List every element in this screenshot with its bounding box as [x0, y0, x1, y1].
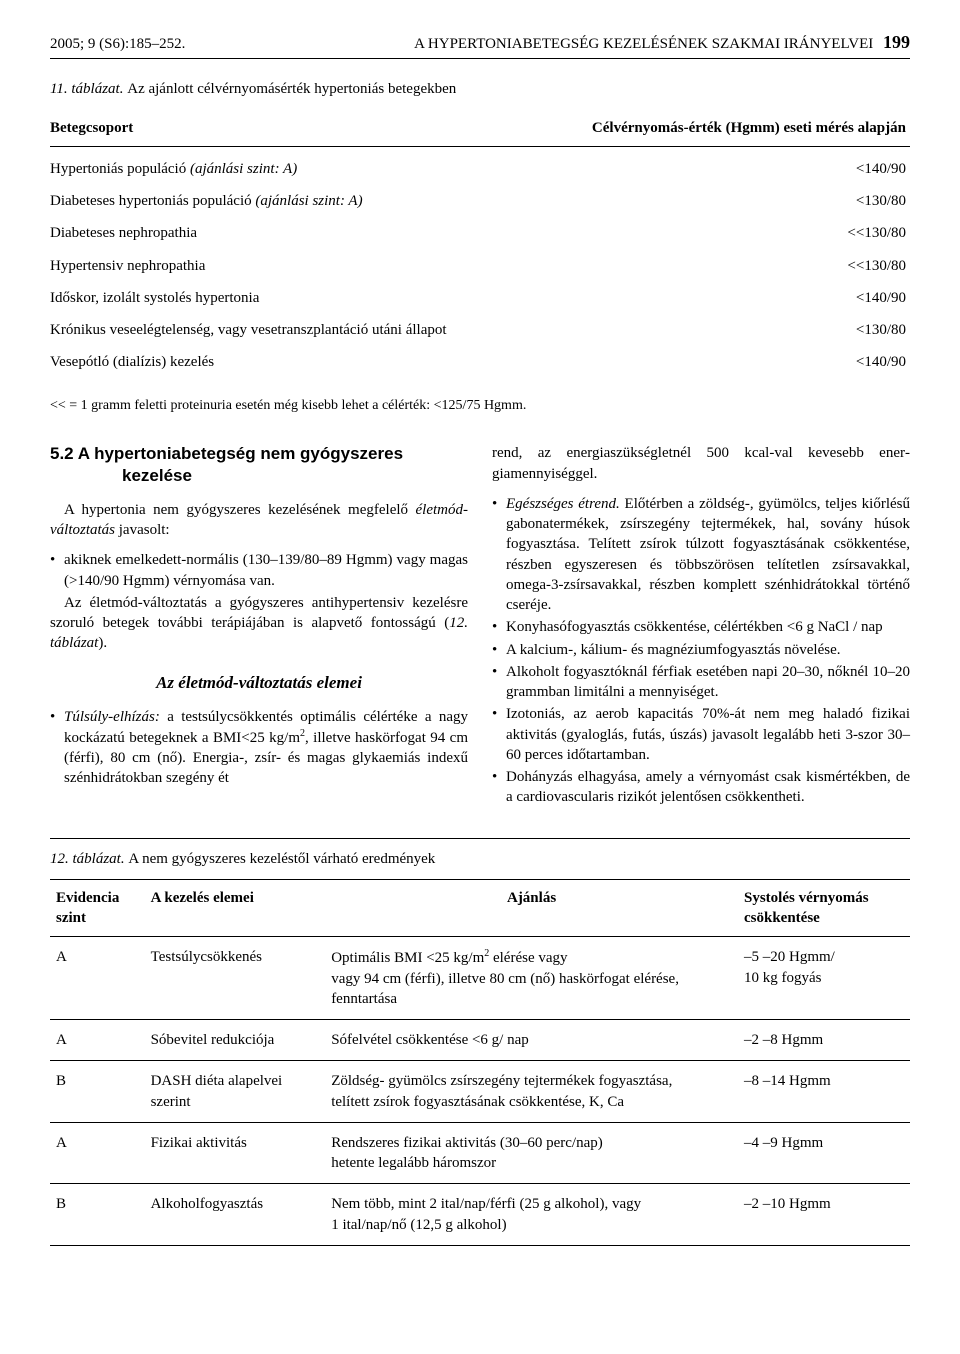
table2-caption: 12. táblázat. A nem gyógyszeres kezelést…: [50, 838, 910, 869]
paragraph: Az életmód-változtatás a gyógyszeres ant…: [50, 593, 468, 654]
list-item: Alkoholt fogyasztóknál férfiak esetében …: [492, 662, 910, 703]
header-right: A HYPERTONIABETEGSÉG KEZELÉSÉNEK SZAKMAI…: [414, 30, 910, 54]
table1-caption-num: 11. táblázat.: [50, 81, 123, 97]
table1-row: Vesepótló (dialízis) kezelés<140/90: [50, 346, 910, 378]
list-item: Dohányzás elhagyása, amely a vérnyomást …: [492, 767, 910, 808]
running-header: 2005; 9 (S6):185–252. A HYPERTONIABETEGS…: [50, 30, 910, 59]
right-column: rend, az energiaszükségletnél 500 kcal-v…: [492, 443, 910, 809]
two-column-section: 5.2 A hypertoniabetegség nem gyógyszeres…: [50, 443, 910, 809]
table1-row: Diabeteses hypertoniás populáció (ajánlá…: [50, 185, 910, 217]
table2-header-col4: Systolés vérnyomáscsökkentése: [738, 879, 910, 937]
table2-row: B Alkoholfogyasztás Nem több, mint 2 ita…: [50, 1184, 910, 1246]
table2-caption-num: 12. táblázat.: [50, 851, 125, 867]
header-title: A HYPERTONIABETEGSÉG KEZELÉSÉNEK SZAKMAI…: [414, 36, 873, 52]
table1-header-col2: Célvérnyomás-érték (Hgmm) eseti mérés al…: [529, 110, 910, 147]
header-left: 2005; 9 (S6):185–252.: [50, 34, 185, 54]
list-item: A kalcium-, kálium- és magnéziumfogyaszt…: [492, 640, 910, 660]
table1: Betegcsoport Célvérnyomás-érték (Hgmm) e…: [50, 110, 910, 379]
bullet-list: Egészséges étrend. Előtérben a zöldség-,…: [492, 494, 910, 808]
table1-row: Hypertoniás populáció (ajánlási szint: A…: [50, 146, 910, 185]
table2-caption-title: A nem gyógyszeres kezeléstől várható ere…: [128, 851, 435, 867]
list-item: Túlsúly-elhízás: a testsúlycsökkentés op…: [50, 707, 468, 789]
table1-header-col1: Betegcsoport: [50, 110, 529, 147]
section-5-2-heading: 5.2 A hypertoniabetegség nem gyógyszeres…: [50, 443, 468, 486]
table1-row: Időskor, izolált systolés hypertonia<140…: [50, 282, 910, 314]
table1-caption-title: Az ajánlott célvérnyomásérték hypertoniá…: [127, 81, 456, 97]
table2-row: A Sóbevitel redukciója Sófelvétel csökke…: [50, 1020, 910, 1061]
table1-footnote: << = 1 gramm feletti proteinuria esetén …: [50, 397, 910, 416]
list-item: Izotoniás, az aerob kapacitás 70%-át nem…: [492, 704, 910, 765]
table2-row: A Fizikai aktivitás Rendszeres fizikai a…: [50, 1122, 910, 1184]
paragraph-continuation: rend, az energiaszükségletnél 500 kcal-v…: [492, 443, 910, 484]
page-number: 199: [883, 32, 910, 52]
list-item: Egészséges étrend. Előtérben a zöldség-,…: [492, 494, 910, 616]
table1-row: Krónikus veseelégtelenség, vagy vesetran…: [50, 314, 910, 346]
bullet-list: akiknek emelkedett-normális (130–139/80–…: [50, 550, 468, 591]
table1-row: Hypertensiv nephropathia<<130/80: [50, 250, 910, 282]
table2-row: A Testsúlycsökkenés Optimális BMI <25 kg…: [50, 937, 910, 1020]
bullet-list: Túlsúly-elhízás: a testsúlycsökkentés op…: [50, 707, 468, 789]
left-column: 5.2 A hypertoniabetegség nem gyógyszeres…: [50, 443, 468, 809]
table1-caption: 11. táblázat. Az ajánlott célvérnyomásér…: [50, 79, 910, 99]
paragraph: A hypertonia nem gyógyszeres kezelésének…: [50, 500, 468, 541]
table2-row: B DASH diéta alapelveiszerint Zöldség- g…: [50, 1061, 910, 1123]
table2-header-col3: Ajánlás: [325, 879, 738, 937]
list-item: Konyhasófogyasztás csökkentése, célérték…: [492, 617, 910, 637]
list-item: akiknek emelkedett-normális (130–139/80–…: [50, 550, 468, 591]
table1-row: Diabeteses nephropathia<<130/80: [50, 217, 910, 249]
table1-body: Hypertoniás populáció (ajánlási szint: A…: [50, 146, 910, 378]
table2-body: A Testsúlycsökkenés Optimális BMI <25 kg…: [50, 937, 910, 1246]
table2-header-col1: Evidenciaszint: [50, 879, 145, 937]
table2-header-col2: A kezelés elemei: [145, 879, 326, 937]
subsection-heading: Az életmód-változtatás elemei: [50, 672, 468, 695]
table2: Evidenciaszint A kezelés elemei Ajánlás …: [50, 879, 910, 1246]
